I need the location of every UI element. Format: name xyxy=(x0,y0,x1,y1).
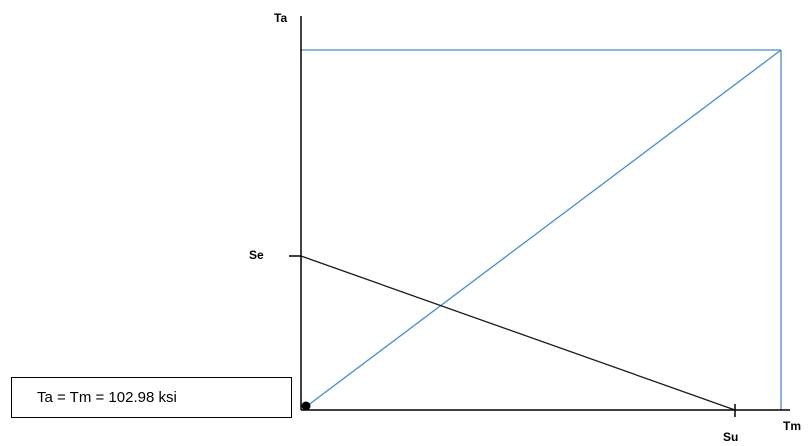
result-box: Ta = Tm = 102.98 ksi xyxy=(11,377,292,418)
se-label: Se xyxy=(249,248,264,262)
failure-line xyxy=(300,255,736,411)
result-text: Ta = Tm = 102.98 ksi xyxy=(37,389,177,406)
x-axis-label: Tm xyxy=(783,419,801,433)
su-label: Su xyxy=(723,430,738,444)
load-line xyxy=(302,49,782,410)
origin-dot xyxy=(301,401,311,411)
y-axis-label: Ta xyxy=(274,11,287,25)
